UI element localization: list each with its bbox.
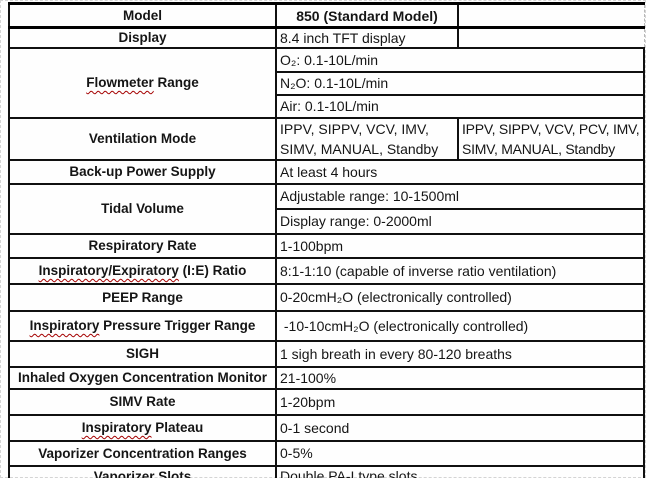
misspelled-word-plateau: Inspiratory bbox=[81, 420, 152, 435]
row-ventilation-mode: Ventilation Mode IPPV, SIPPV, VCV, IMV, … bbox=[8, 116, 645, 161]
display-empty-cell bbox=[457, 26, 645, 49]
trigger-value: -10-10cmH₂O (electronically controlled) bbox=[275, 309, 645, 342]
flowmeter-label-rest: Range bbox=[153, 75, 199, 90]
row-sigh: SIGH 1 sigh breath in every 80-120 breat… bbox=[8, 339, 645, 368]
row-label-ie-ratio: Inspiratory/Expiratory (I:E) Ratio bbox=[8, 256, 277, 285]
vaporizer-concentration-value: 0-5% bbox=[275, 439, 645, 467]
row-pressure-trigger: Inspiratory Pressure Trigger Range -10-1… bbox=[8, 309, 645, 342]
display-value: 8.4 inch TFT display bbox=[275, 26, 459, 49]
row-label-tidal: Tidal Volume bbox=[8, 182, 277, 235]
spec-table: Model 850 (Standard Model) Display 8.4 i… bbox=[8, 2, 645, 478]
row-label-inhaled-oxygen: Inhaled Oxygen Concentration Monitor bbox=[8, 365, 277, 390]
row-label-flowmeter: Flowmeter Range bbox=[8, 46, 277, 119]
row-inhaled-oxygen: Inhaled Oxygen Concentration Monitor 21-… bbox=[8, 365, 645, 390]
sigh-value: 1 sigh breath in every 80-120 breaths bbox=[275, 339, 645, 368]
misspelled-word-ie: Inspiratory/Expiratory bbox=[38, 263, 179, 278]
trigger-label-rest: Pressure Trigger Range bbox=[99, 318, 256, 333]
plateau-label-rest: Plateau bbox=[151, 420, 204, 435]
row-vaporizer-slots: Vaporizer Slots Double PA-I type slots bbox=[8, 464, 645, 478]
row-flowmeter-o2: Flowmeter Range O₂: 0.1-10L/min bbox=[8, 46, 645, 119]
peep-value: 0-20cmH₂O (electronically controlled) bbox=[275, 282, 645, 312]
ventilation-standard-value: IPPV, SIPPV, VCV, IMV, SIMV, MANUAL, Sta… bbox=[275, 116, 459, 161]
model-value: 850 (Standard Model) bbox=[275, 2, 459, 29]
tidal-display-value: Display range: 0-2000ml bbox=[275, 207, 645, 235]
row-label-model: Model bbox=[8, 2, 277, 29]
inhaled-oxygen-value: 21-100% bbox=[275, 365, 645, 390]
simv-value: 1-20bpm bbox=[275, 387, 645, 416]
row-tidal-adjustable: Tidal Volume Adjustable range: 10-1500ml bbox=[8, 182, 645, 235]
row-label-ventilation: Ventilation Mode bbox=[8, 116, 277, 161]
flowmeter-n2o-value: N₂O: 0.1-10L/min bbox=[275, 70, 645, 95]
row-inspiratory-plateau: Inspiratory Plateau 0-1 second bbox=[8, 413, 645, 442]
misspelled-word-trigger: Inspiratory bbox=[29, 318, 100, 333]
row-backup-power: Back-up Power Supply At least 4 hours bbox=[8, 158, 645, 185]
row-display: Display 8.4 inch TFT display bbox=[8, 26, 645, 49]
respiratory-value: 1-100bpm bbox=[275, 232, 645, 259]
row-label-sigh: SIGH bbox=[8, 339, 277, 368]
row-ie-ratio: Inspiratory/Expiratory (I:E) Ratio 8:1-1… bbox=[8, 256, 645, 285]
tidal-adjustable-value: Adjustable range: 10-1500ml bbox=[275, 182, 645, 209]
backup-value: At least 4 hours bbox=[275, 158, 645, 185]
row-peep: PEEP Range 0-20cmH₂O (electronically con… bbox=[8, 282, 645, 312]
row-label-vaporizer-slots: Vaporizer Slots bbox=[8, 464, 277, 478]
row-flowmeter-air: Air: 0.1-10L/min bbox=[9, 93, 645, 119]
flowmeter-air-value: Air: 0.1-10L/min bbox=[275, 93, 645, 119]
ie-ratio-value: 8:1-1:10 (capable of inverse ratio venti… bbox=[275, 256, 645, 285]
row-tidal-display: Display range: 0-2000ml bbox=[9, 207, 645, 235]
row-label-simv: SIMV Rate bbox=[8, 387, 277, 416]
ventilation-extended-value: IPPV, SIPPV, VCV, PCV, IMV, SIMV, MANUAL… bbox=[457, 116, 645, 161]
row-label-peep: PEEP Range bbox=[8, 282, 277, 312]
row-label-plateau: Inspiratory Plateau bbox=[8, 413, 277, 442]
row-respiratory-rate: Respiratory Rate 1-100bpm bbox=[8, 232, 645, 259]
row-simv-rate: SIMV Rate 1-20bpm bbox=[8, 387, 645, 416]
row-label-vaporizer-concentration: Vaporizer Concentration Ranges bbox=[8, 439, 277, 467]
row-label-trigger: Inspiratory Pressure Trigger Range bbox=[8, 309, 277, 342]
row-vaporizer-concentration: Vaporizer Concentration Ranges 0-5% bbox=[8, 439, 645, 467]
vaporizer-slots-value: Double PA-I type slots bbox=[275, 464, 645, 478]
misspelled-word-flowmeter: Flowmeter bbox=[86, 75, 154, 90]
row-label-display: Display bbox=[8, 26, 277, 49]
ie-label-rest: (I:E) Ratio bbox=[178, 263, 247, 278]
row-model: Model 850 (Standard Model) bbox=[8, 2, 645, 29]
row-label-respiratory: Respiratory Rate bbox=[8, 232, 277, 259]
flowmeter-o2-value: O₂: 0.1-10L/min bbox=[275, 46, 645, 72]
plateau-value: 0-1 second bbox=[275, 413, 645, 442]
model-empty-cell bbox=[457, 2, 645, 29]
row-label-backup: Back-up Power Supply bbox=[8, 158, 277, 185]
